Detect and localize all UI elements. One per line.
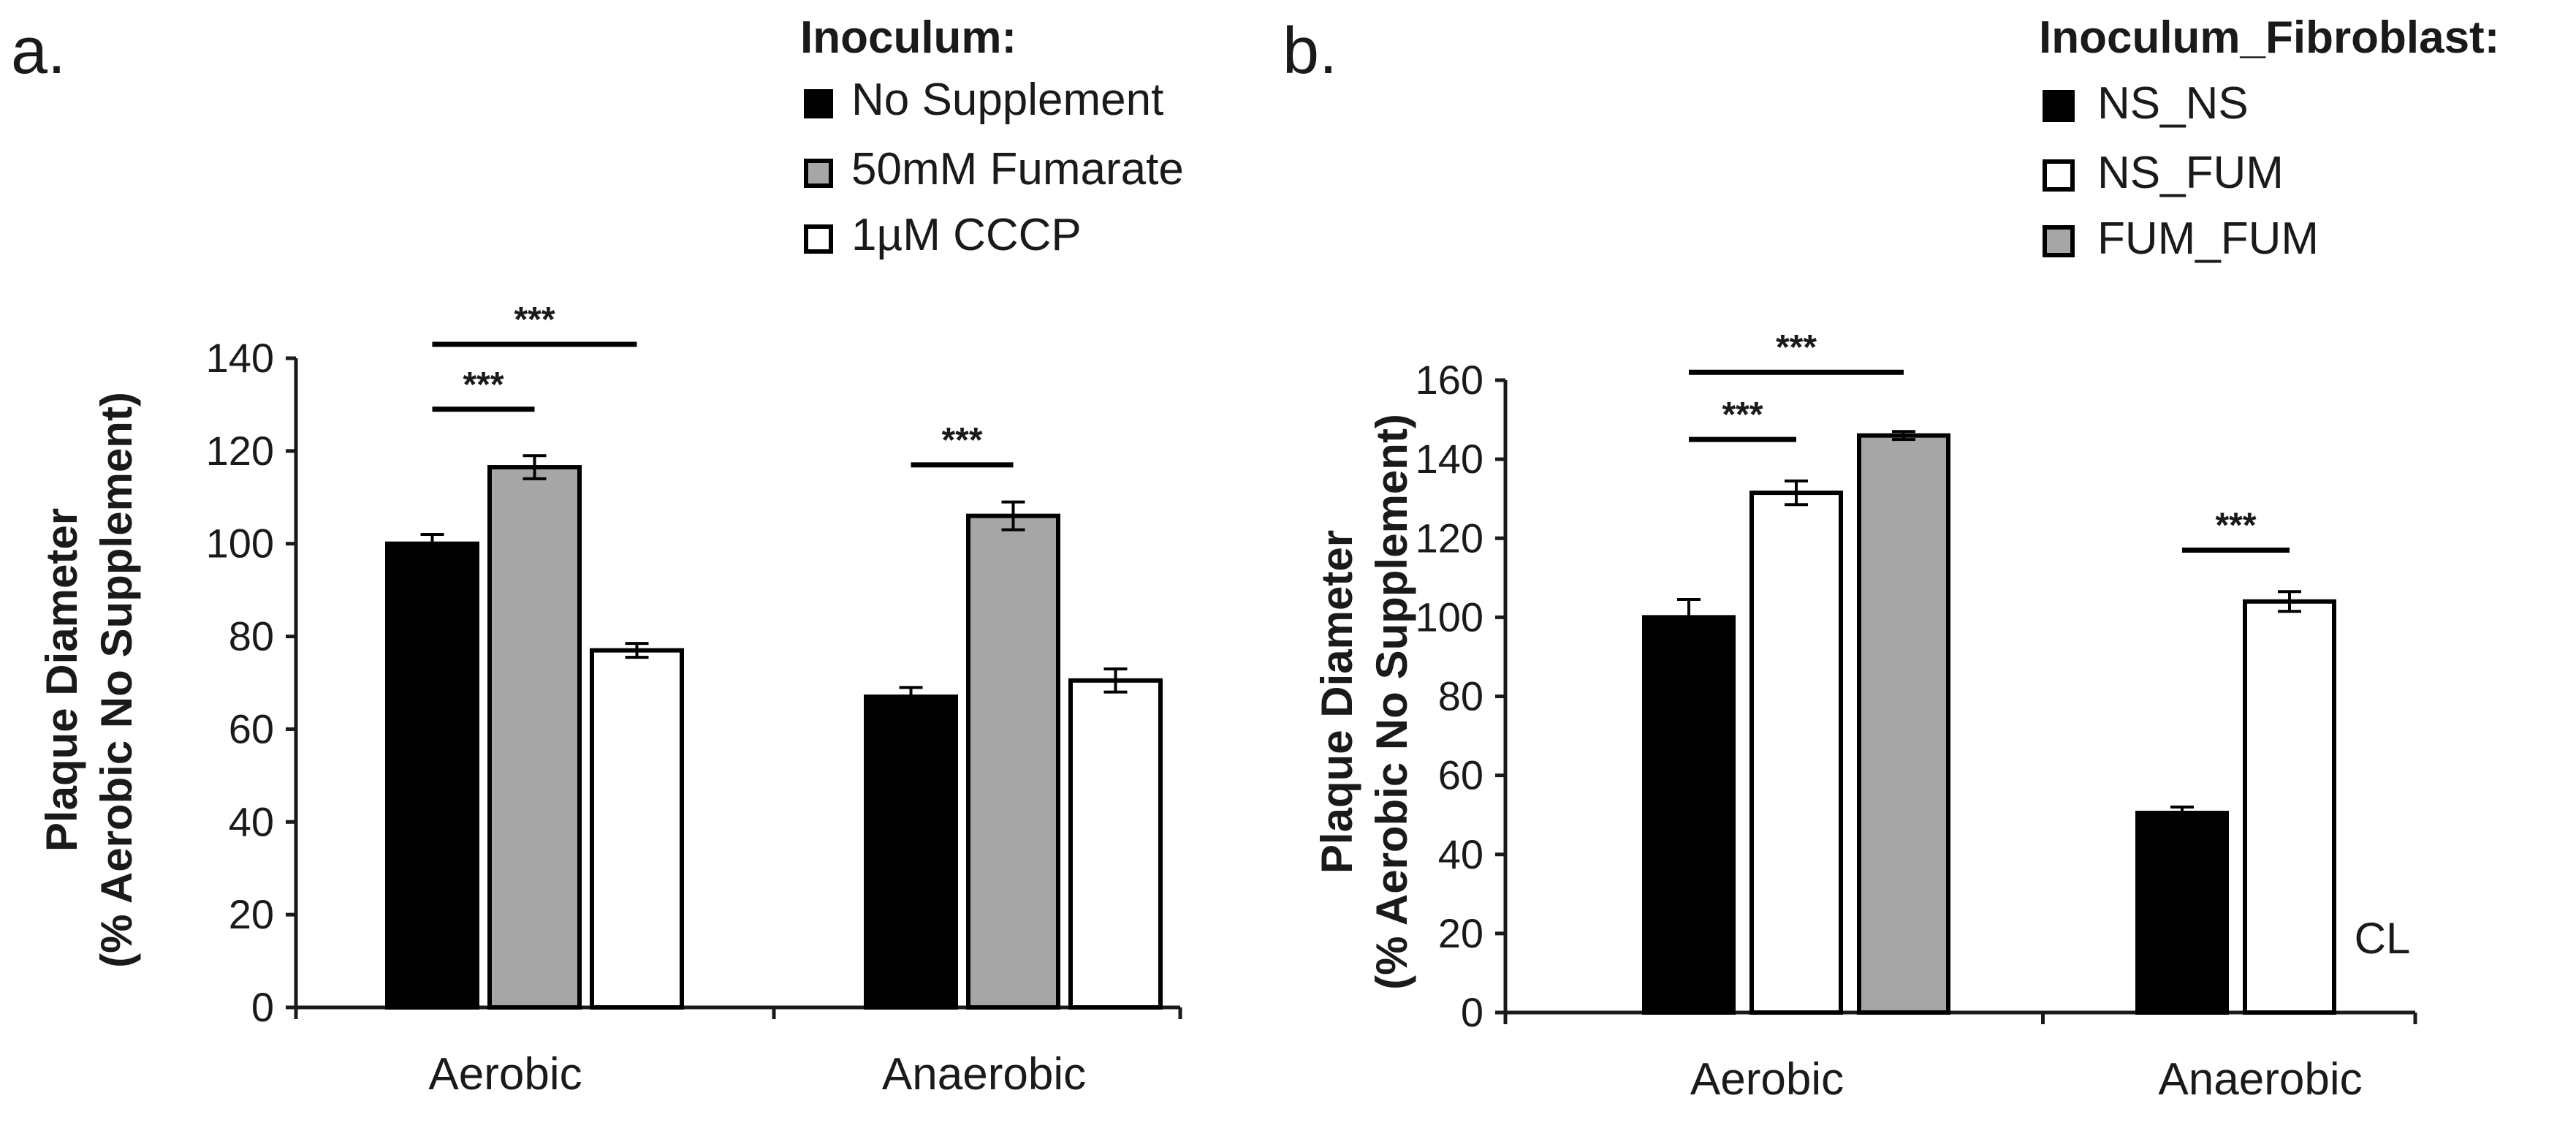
panel-a-y-tick-label: 40: [229, 798, 274, 844]
panel-b-y-tick-label: 160: [1416, 357, 1483, 403]
panel-a: a. Inoculum: No Supplement 50mM Fumarate 1…: [11, 12, 1184, 1100]
panel-a-legend-label: 1µM CCCP: [851, 210, 1082, 260]
panel-b-bar: [1857, 433, 1950, 1015]
panel-a-significance-label: ***: [514, 300, 555, 339]
panel-a-y-tick-label: 80: [229, 613, 274, 659]
panel-a-legend-swatch: [804, 159, 833, 188]
panel-b-legend-label: NS_NS: [2097, 78, 2249, 129]
panel-a-y-tick-label: 20: [229, 891, 274, 937]
panel-b-label: b.: [1283, 15, 1337, 88]
panel-b-significance-label: ***: [2215, 506, 2256, 545]
panel-b-legend-label: NS_FUM: [2097, 148, 2284, 198]
panel-a-legend-swatch: [804, 89, 833, 118]
panel-a-legend-label: 50mM Fumarate: [851, 144, 1184, 194]
panel-a-y-tick-label: 0: [251, 984, 274, 1030]
panel-b-y-tick-label: 80: [1438, 673, 1483, 719]
panel-b-y-tick-label: 120: [1416, 515, 1483, 561]
panel-a-y-tick-label: 100: [206, 521, 274, 567]
panel-a-y-tick-label: 140: [206, 335, 274, 381]
panel-b-y-tick-label: 60: [1438, 752, 1483, 798]
panel-a-bar: [1068, 678, 1163, 1010]
panel-b-bars: *** *** *** CL: [1642, 328, 2411, 1015]
panel-a-bar: [966, 513, 1060, 1010]
panel-b-legend: Inoculum_Fibroblast: NS_NS NS_FUM FUM_FUM: [2039, 12, 2499, 264]
panel-a-y-tick-label: 120: [206, 428, 274, 474]
panel-b-y-tick-label: 20: [1438, 910, 1483, 956]
panel-b: b. Inoculum_Fibroblast: NS_NS NS_FUM FUM_F…: [1283, 12, 2499, 1105]
panel-b-legend-swatch: [2043, 159, 2075, 192]
panel-a-bars: *** *** ***: [385, 300, 1163, 1010]
panel-a-bar: [487, 465, 582, 1010]
panel-a-legend-title: Inoculum:: [800, 12, 1017, 63]
panel-a-legend-swatch: [804, 224, 833, 254]
panel-b-category-label: Aerobic: [1690, 1054, 1844, 1105]
panel-a-bar: [385, 541, 479, 1010]
panel-a-legend-label: No Supplement: [851, 75, 1163, 125]
panel-a-bar: [590, 648, 684, 1010]
panel-b-significance-label: ***: [1722, 396, 1763, 434]
panel-b-y-tick-label: 0: [1461, 989, 1483, 1035]
panel-a-legend: Inoculum: No Supplement 50mM Fumarate 1µM …: [800, 12, 1184, 260]
panel-a-label: a.: [11, 15, 66, 88]
panel-b-bar: [2243, 599, 2336, 1015]
panel-a-bar: [864, 695, 958, 1010]
panel-a-category-label: Aerobic: [428, 1049, 582, 1100]
panel-b-legend-title: Inoculum_Fibroblast:: [2039, 12, 2499, 63]
panel-b-bar: [1642, 615, 1736, 1015]
panel-b-bar: [1749, 491, 1843, 1015]
panel-b-legend-swatch: [2043, 90, 2075, 122]
panel-a-y-tick-label: 60: [229, 705, 274, 752]
panel-b-ylabel-line2: (% Aerobic No Supplement): [1367, 414, 1416, 990]
panel-b-y-tick-label: 100: [1416, 594, 1483, 640]
panel-b-y-tick-label: 40: [1438, 831, 1483, 877]
panel-a-axes: 0 20 40 60 80 100 120 140 Aerobic Anaerobic: [206, 335, 1182, 1100]
panel-b-significance-label: ***: [1776, 328, 1817, 367]
panel-b-legend-label: FUM_FUM: [2097, 213, 2319, 264]
panel-b-bar: [2135, 810, 2229, 1015]
panel-a-category-label: Anaerobic: [882, 1049, 1086, 1100]
panel-a-ylabel-line2: (% Aerobic No Supplement): [92, 392, 141, 968]
panel-b-category-label: Anaerobic: [2158, 1054, 2362, 1105]
panel-b-axes: 0 20 40 60 80 100 120 140 160 Aerobic Anaerobic: [1416, 357, 2417, 1105]
panel-b-legend-swatch: [2043, 225, 2075, 257]
panel-a-ylabel-line1: Plaque Diameter: [37, 508, 86, 852]
panel-b-y-tick-label: 140: [1416, 436, 1483, 482]
panel-a-significance-label: ***: [941, 421, 982, 460]
panel-a-significance-label: ***: [463, 366, 504, 404]
panel-b-ylabel-line1: Plaque Diameter: [1312, 530, 1361, 874]
panel-b-annotation: CL: [2355, 914, 2411, 963]
